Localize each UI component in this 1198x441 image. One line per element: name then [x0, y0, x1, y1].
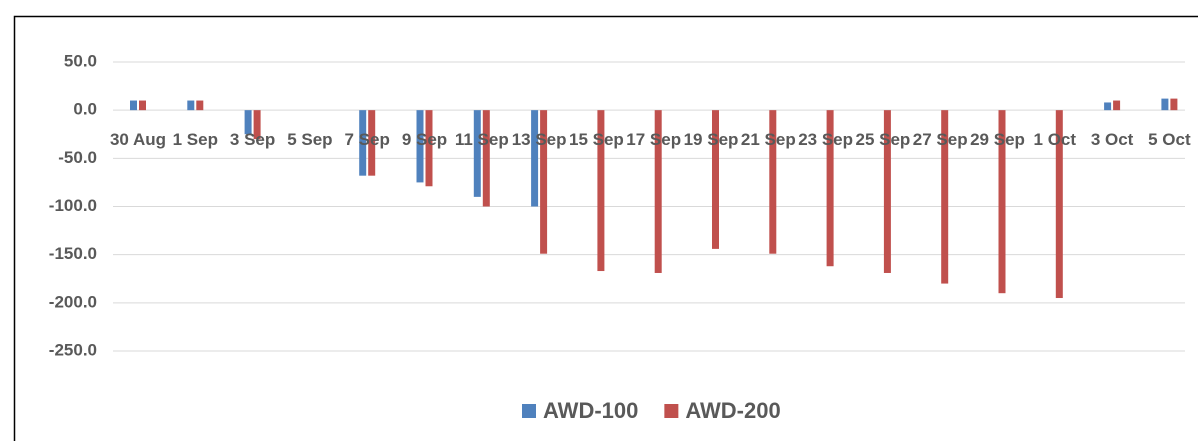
bar — [482, 110, 490, 207]
x-tick-label: 11 Sep — [454, 130, 509, 149]
y-tick-label: -200.0 — [49, 292, 97, 311]
x-tick-label: 19 Sep — [683, 130, 739, 149]
legend-label: AWD-200 — [685, 398, 780, 423]
bar — [139, 100, 146, 111]
y-tick-label: 50.0 — [64, 51, 97, 70]
bar — [359, 110, 367, 176]
bar — [1055, 110, 1063, 299]
bar — [883, 110, 891, 273]
bar — [597, 110, 605, 272]
bar — [130, 100, 137, 111]
y-tick-label: 0.0 — [73, 100, 97, 119]
bar — [196, 100, 204, 111]
bar — [1161, 98, 1169, 111]
bar — [368, 110, 376, 176]
x-tick-label: 5 Sep — [287, 130, 333, 149]
y-tick-label: -50.0 — [58, 148, 97, 167]
bar — [473, 110, 481, 197]
x-tick-label: 3 Sep — [229, 130, 276, 149]
x-tick-label: 5 Oct — [1148, 130, 1191, 149]
legend-label: AWD-100 — [543, 398, 638, 423]
bar — [654, 110, 662, 273]
bar — [712, 110, 719, 249]
frame — [13, 15, 1198, 441]
bar — [416, 110, 424, 183]
bar — [1104, 102, 1112, 111]
bar — [941, 110, 949, 284]
x-tick-label: 7 Sep — [344, 130, 390, 149]
bar — [1170, 98, 1178, 111]
x-tick-label: 1 Sep — [172, 130, 218, 149]
legend-swatch — [522, 404, 536, 418]
y-tick-label: -100.0 — [49, 196, 97, 215]
bar — [1113, 100, 1121, 111]
x-tick-label: 15 Sep — [568, 130, 624, 149]
x-tick-label: 17 Sep — [626, 130, 682, 149]
bar — [244, 110, 252, 135]
legend-swatch — [664, 404, 679, 418]
x-tick-label: 23 Sep — [798, 130, 853, 149]
x-tick-label: 30 Aug — [109, 130, 167, 149]
x-tick-label: 27 Sep — [912, 130, 968, 149]
x-tick-label: 21 Sep — [740, 130, 796, 149]
x-tick-label: 25 Sep — [855, 130, 911, 149]
bar — [531, 110, 539, 207]
bar — [769, 110, 777, 254]
y-tick-label: -250.0 — [49, 340, 97, 359]
x-tick-label: 29 Sep — [970, 130, 1025, 149]
x-tick-label: 13 Sep — [511, 130, 567, 149]
x-tick-label: 1 Oct — [1033, 130, 1077, 149]
bar — [425, 110, 433, 187]
x-tick-label: 9 Sep — [401, 130, 448, 149]
bar — [998, 110, 1006, 294]
bar — [826, 110, 834, 267]
bar — [253, 110, 261, 140]
bar — [187, 100, 195, 111]
x-tick-label: 3 Oct — [1090, 130, 1134, 149]
bar — [540, 110, 548, 254]
y-tick-label: -150.0 — [49, 244, 97, 263]
